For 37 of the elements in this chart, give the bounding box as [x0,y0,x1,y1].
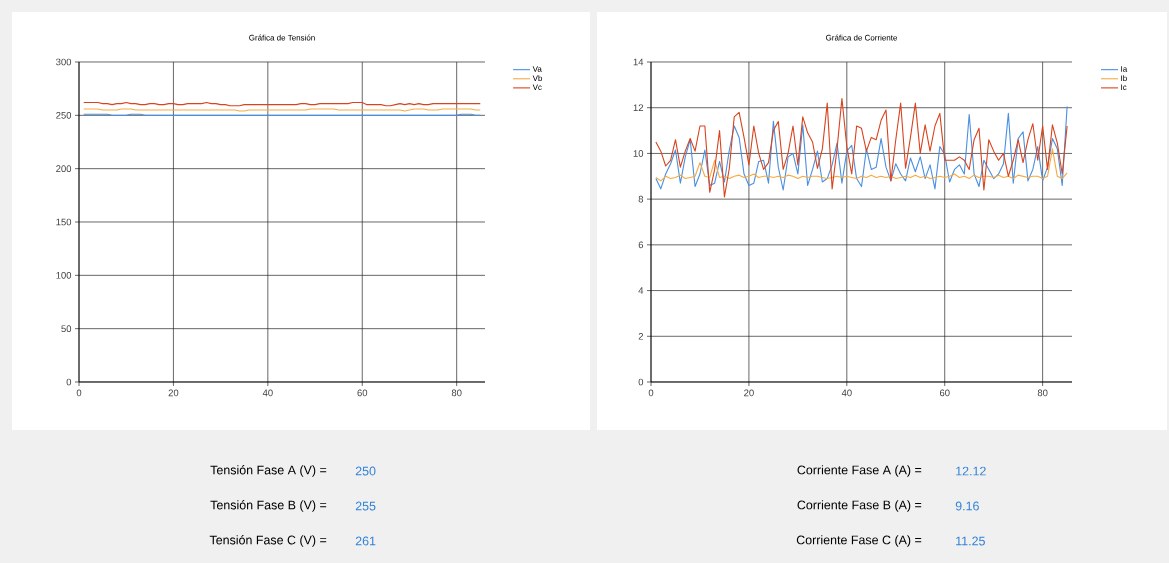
text: 9.16 [955,501,979,511]
y-tick-label: 150 [56,218,72,226]
text: Corriente Fase C (A) = [796,535,922,547]
y-tick-label: 0 [638,378,644,386]
x-tick-label: 40 [262,389,273,397]
x-tick-label: 80 [1037,389,1048,397]
text: Corriente Fase B (A) = [797,500,922,512]
text: 250 [355,466,376,476]
y-tick-label: 300 [56,58,72,66]
y-tick-label: 250 [56,111,72,119]
y-tick-label: 200 [56,165,72,173]
x-tick-label: 0 [648,389,654,397]
text: 12.12 [956,466,986,476]
text: Tensión Fase B (V) = [210,500,327,512]
x-tick-label: 60 [939,389,950,397]
text: 11.25 [956,536,985,546]
y-tick-label: 12 [633,104,644,112]
x-tick-label: 20 [168,389,179,397]
text: Tensión Fase C (V) = [209,535,327,547]
y-tick-label: 8 [638,195,644,203]
y-tick-label: 10 [633,150,644,157]
text: Corriente Fase A (A) = [797,465,922,477]
x-tick-label: 40 [841,389,852,397]
text: Tensión Fase A (V) = [210,465,327,477]
text: 255 [355,501,376,511]
y-tick-label: 50 [61,325,72,333]
y-tick-label: 14 [633,58,644,66]
x-tick-label: 60 [357,389,368,397]
text: 261 [355,536,376,546]
y-tick-label: 0 [66,378,72,386]
y-tick-label: 2 [638,332,644,340]
y-tick-label: 100 [56,271,72,279]
y-tick-label: 4 [638,287,644,294]
x-tick-label: 20 [744,389,754,397]
x-tick-label: 80 [451,389,462,397]
x-tick-label: 0 [76,389,82,397]
y-tick-label: 6 [638,241,644,249]
